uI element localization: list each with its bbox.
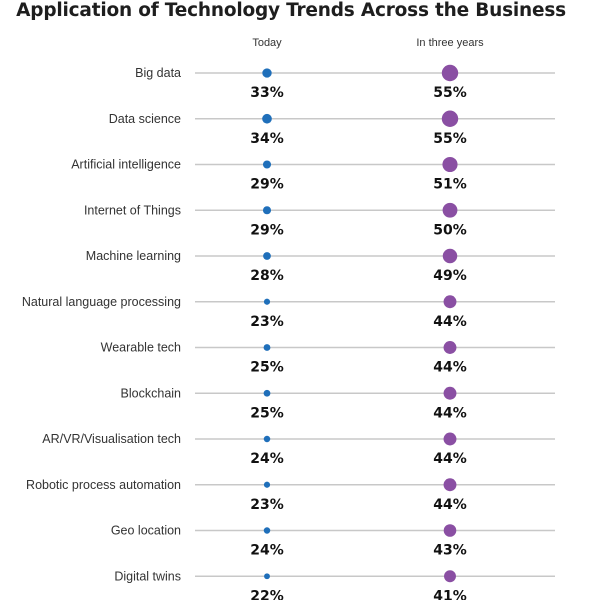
category-label-ar-vr-visualisation-tech: AR/VR/Visualisation tech — [42, 432, 181, 446]
dot-today-robotic-process-automation — [263, 481, 271, 488]
dot-three-years-artificial-intelligence — [442, 156, 458, 173]
value-label-today-digital-twins: 22% — [250, 588, 284, 600]
dot-today-natural-language-processing — [263, 298, 271, 305]
category-label-artificial-intelligence: Artificial intelligence — [71, 158, 181, 172]
value-label-today-artificial-intelligence: 29% — [250, 177, 284, 193]
category-label-robotic-process-automation: Robotic process automation — [26, 478, 181, 492]
dot-today-wearable-tech — [263, 344, 271, 351]
dot-today-big-data — [262, 68, 272, 78]
value-label-today-blockchain: 25% — [250, 405, 284, 421]
dot-today-internet-of-things — [262, 206, 272, 215]
value-label-today-data-science: 34% — [250, 131, 284, 147]
dot-today-ar-vr-visualisation-tech — [263, 435, 271, 443]
column-header-today: Today — [252, 37, 282, 49]
chart-title: Application of Technology Trends Across … — [16, 0, 566, 21]
dot-three-years-robotic-process-automation — [443, 478, 457, 492]
dot-three-years-digital-twins — [444, 570, 456, 583]
value-label-three-years-robotic-process-automation: 44% — [433, 497, 467, 513]
value-label-three-years-machine-learning: 49% — [433, 268, 467, 284]
dot-today-machine-learning — [263, 252, 271, 260]
value-label-three-years-natural-language-processing: 44% — [433, 314, 467, 330]
category-label-machine-learning: Machine learning — [86, 249, 181, 263]
value-label-three-years-ar-vr-visualisation-tech: 44% — [433, 451, 467, 467]
dot-today-geo-location — [263, 527, 271, 534]
value-label-three-years-data-science: 55% — [433, 131, 467, 147]
dot-today-data-science — [262, 113, 272, 124]
value-label-three-years-digital-twins: 41% — [433, 588, 467, 600]
value-label-today-robotic-process-automation: 23% — [250, 497, 284, 513]
dot-today-digital-twins — [264, 573, 270, 580]
value-label-today-geo-location: 24% — [250, 543, 284, 559]
value-label-three-years-wearable-tech: 44% — [433, 360, 467, 376]
value-label-today-natural-language-processing: 23% — [250, 314, 284, 330]
value-label-three-years-artificial-intelligence: 51% — [433, 177, 467, 193]
dot-three-years-wearable-tech — [443, 341, 457, 354]
dot-three-years-data-science — [441, 110, 459, 127]
dot-three-years-internet-of-things — [442, 202, 458, 218]
category-label-digital-twins: Digital twins — [114, 569, 181, 583]
dot-three-years-machine-learning — [442, 248, 458, 264]
category-label-natural-language-processing: Natural language processing — [22, 295, 181, 309]
dot-three-years-big-data — [441, 64, 459, 82]
category-label-big-data: Big data — [135, 66, 181, 80]
category-label-geo-location: Geo location — [111, 524, 181, 538]
value-label-three-years-internet-of-things: 50% — [433, 222, 467, 238]
value-label-today-internet-of-things: 29% — [250, 222, 284, 238]
value-label-three-years-geo-location: 43% — [433, 543, 467, 559]
dot-three-years-geo-location — [443, 524, 457, 537]
value-label-today-ar-vr-visualisation-tech: 24% — [250, 451, 284, 467]
value-label-today-machine-learning: 28% — [250, 268, 284, 284]
category-label-internet-of-things: Internet of Things — [84, 203, 181, 217]
dot-three-years-natural-language-processing — [443, 295, 457, 309]
value-label-today-big-data: 33% — [250, 85, 284, 101]
dot-today-blockchain — [263, 389, 271, 397]
category-label-blockchain: Blockchain — [121, 386, 181, 400]
dot-three-years-blockchain — [443, 386, 457, 400]
category-label-wearable-tech: Wearable tech — [101, 341, 181, 355]
category-label-data-science: Data science — [109, 112, 181, 126]
dot-today-artificial-intelligence — [262, 160, 272, 169]
column-header-three-years: In three years — [416, 37, 484, 49]
value-label-three-years-big-data: 55% — [433, 85, 467, 101]
value-label-today-wearable-tech: 25% — [250, 360, 284, 376]
value-label-three-years-blockchain: 44% — [433, 405, 467, 421]
dot-three-years-ar-vr-visualisation-tech — [443, 432, 457, 446]
